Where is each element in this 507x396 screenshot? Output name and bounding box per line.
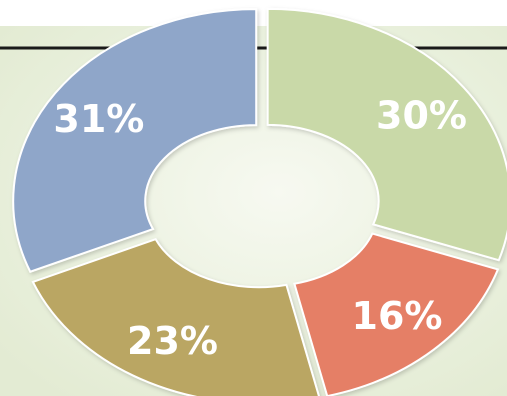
- slice-label-4: 31%: [53, 97, 144, 141]
- donut-slice-4: [12, 8, 258, 273]
- slice-label-3: 23%: [127, 319, 218, 363]
- slice-label-2: 16%: [352, 294, 443, 338]
- donut-slice-1: [266, 7, 507, 262]
- donut-slices: [12, 7, 507, 396]
- donut-slice-2: [293, 232, 500, 396]
- donut-slice-3: [31, 237, 320, 396]
- donut-labels: 30% 16% 23% 31%: [53, 93, 467, 363]
- slice-label-1: 30%: [376, 93, 467, 137]
